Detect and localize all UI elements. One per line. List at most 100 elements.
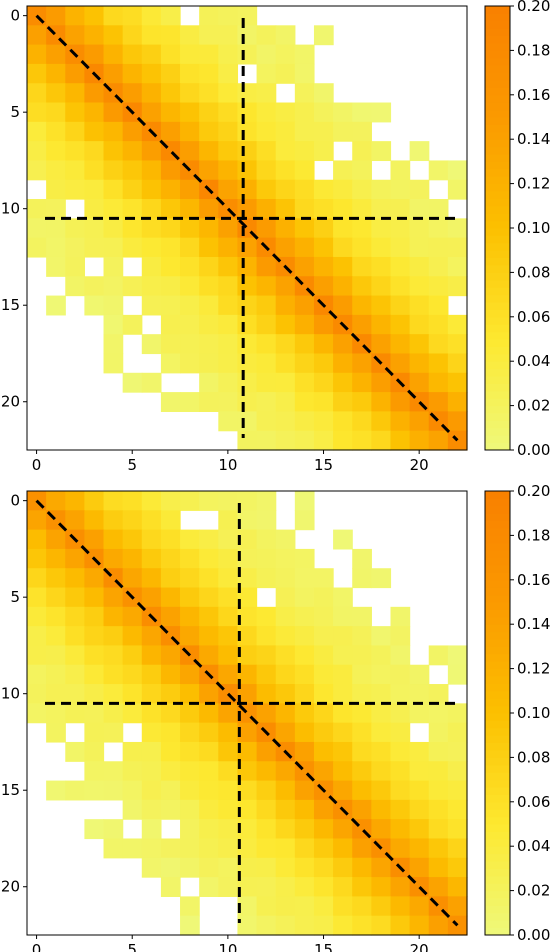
heatmap-cell	[180, 314, 200, 335]
heatmap-cell	[352, 896, 372, 917]
heatmap-cell	[237, 199, 258, 219]
colorbar-segment	[485, 742, 510, 751]
heatmap-cell	[199, 372, 219, 393]
heatmap-cell	[352, 179, 372, 200]
colorbar-segment	[485, 413, 510, 421]
heatmap-cell	[199, 568, 219, 589]
heatmap-cell	[65, 83, 85, 104]
heatmap-cell	[447, 392, 468, 412]
heatmap-cell	[141, 703, 162, 724]
heatmap-cell	[390, 256, 411, 277]
y-tick-label: 0	[10, 7, 20, 25]
heatmap-cell	[313, 334, 334, 355]
heatmap-cell	[84, 741, 105, 762]
heatmap-cell	[275, 568, 296, 589]
heatmap-cell	[160, 392, 181, 412]
heatmap-cell	[199, 722, 219, 743]
heatmap-cell	[275, 102, 296, 123]
colorbar-segment	[485, 43, 510, 51]
heatmap-cell	[84, 529, 105, 550]
heatmap-cell	[160, 276, 181, 297]
heatmap-cell	[27, 510, 47, 531]
heatmap-cell	[333, 838, 353, 859]
colorbar-segment	[485, 927, 510, 936]
heatmap-cell	[27, 83, 47, 104]
heatmap-cell	[333, 626, 353, 647]
heatmap-cell	[199, 838, 219, 859]
heatmap-cell	[237, 353, 258, 374]
heatmap-cell	[275, 295, 296, 316]
heatmap-cell	[390, 819, 411, 840]
heatmap-cell	[256, 529, 277, 550]
heatmap-cell	[84, 568, 105, 589]
heatmap-cell	[180, 256, 200, 277]
heatmap-cell	[352, 218, 372, 239]
heatmap-cell	[371, 372, 392, 393]
heatmap-cell	[180, 722, 200, 743]
heatmap-cell	[275, 915, 296, 936]
heatmap-cell	[294, 353, 315, 374]
heatmap-cell	[160, 256, 181, 277]
heatmap-cell	[218, 25, 239, 46]
heatmap-cell	[256, 664, 277, 685]
heatmap-cell	[352, 314, 372, 335]
heatmap-cell	[103, 160, 124, 181]
heatmap-cell	[27, 199, 47, 219]
heatmap-cell	[256, 63, 277, 84]
heatmap-cell	[84, 684, 105, 704]
heatmap-cell	[447, 664, 468, 685]
heatmap-cell	[256, 392, 277, 412]
heatmap-cell	[103, 491, 124, 511]
heatmap-cell	[313, 372, 334, 393]
heatmap-cell	[160, 199, 181, 219]
heatmap-cell	[294, 256, 315, 277]
heatmap-cell	[333, 199, 353, 219]
colorbar-segment	[485, 131, 510, 140]
heatmap-cell	[275, 703, 296, 724]
heatmap-cell	[103, 722, 124, 743]
heatmap-cell	[65, 684, 85, 704]
heatmap-cell	[160, 606, 181, 627]
heatmap-cell	[218, 510, 239, 531]
heatmap-cell	[180, 684, 200, 704]
heatmap-cell	[180, 179, 200, 200]
heatmap-cell	[160, 63, 181, 84]
colorbar-segment	[485, 80, 510, 88]
heatmap-cell	[428, 160, 449, 181]
heatmap-cell	[371, 218, 392, 239]
heatmap-cell	[27, 529, 47, 550]
heatmap-cell	[333, 741, 353, 762]
heatmap-cell	[199, 102, 219, 123]
heatmap-cell	[141, 160, 162, 181]
heatmap-cell	[313, 819, 334, 840]
heatmap-cell	[122, 761, 143, 782]
colorbar-segment	[485, 639, 510, 647]
heatmap-cell	[390, 741, 411, 762]
heatmap-cell	[122, 664, 143, 685]
heatmap-cell	[65, 276, 85, 297]
heatmap-cell	[352, 237, 372, 258]
heatmap-cell	[122, 684, 143, 704]
heatmap-cell	[409, 218, 430, 239]
heatmap-cell	[46, 256, 66, 277]
heatmap-cell	[371, 102, 392, 123]
heatmap-cell	[218, 372, 239, 393]
colorbar-segment	[485, 183, 510, 192]
heatmap-cell	[352, 915, 372, 936]
heatmap-cell	[199, 256, 219, 277]
colorbar-segment	[485, 117, 510, 125]
heatmap-cell	[180, 799, 200, 820]
heatmap-cell	[122, 372, 143, 393]
heatmap-cell	[313, 199, 334, 219]
heatmap-cell	[122, 838, 143, 859]
heatmap-cell	[256, 218, 277, 239]
heatmap-cell	[65, 218, 85, 239]
heatmap-cell	[237, 44, 258, 65]
colorbar-segment	[485, 801, 510, 810]
heatmap-cell	[180, 741, 200, 762]
heatmap-cell	[313, 664, 334, 685]
colorbar-segment	[485, 35, 510, 44]
heatmap-cell	[275, 353, 296, 374]
heatmap-cell	[313, 568, 334, 589]
heatmap-cell	[390, 411, 411, 432]
